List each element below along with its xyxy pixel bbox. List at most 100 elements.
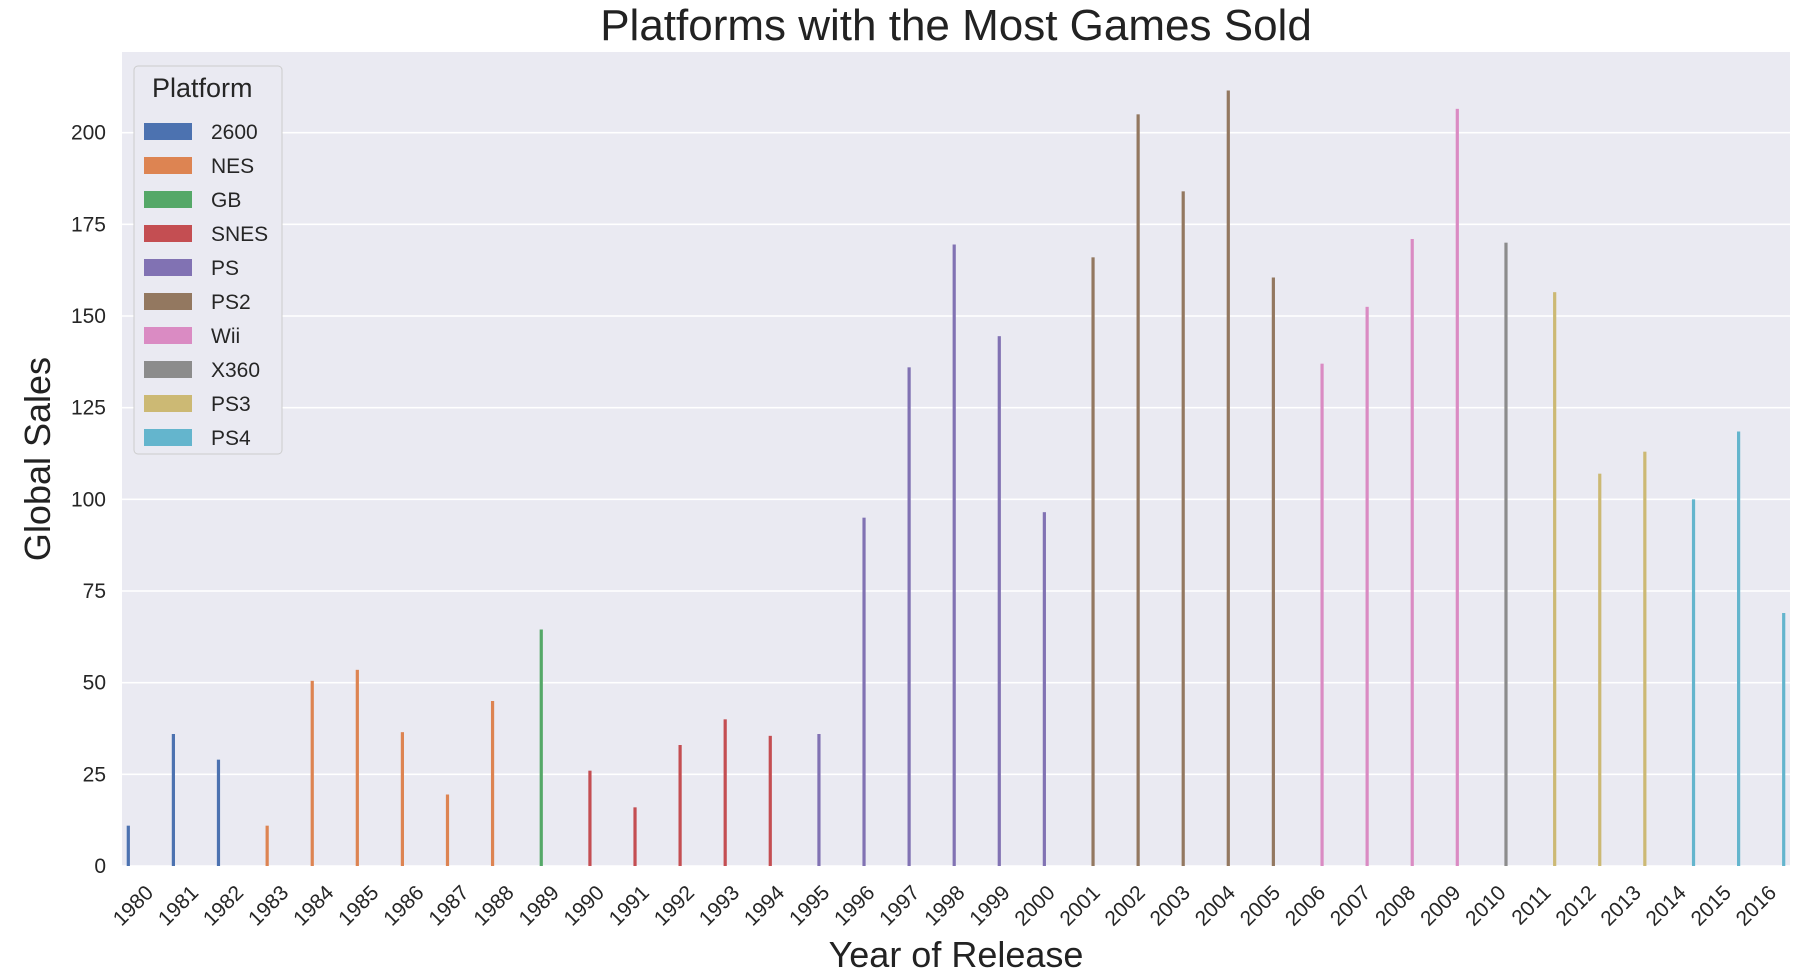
bar-2016-PS4 xyxy=(1782,613,1786,866)
x-tick-2010: 2010 xyxy=(1461,881,1510,930)
y-axis-label: Global Sales xyxy=(17,357,58,561)
legend-label-2600: 2600 xyxy=(211,121,258,144)
chart-title: Platforms with the Most Games Sold xyxy=(600,1,1312,50)
x-tick-2002: 2002 xyxy=(1101,881,1150,930)
legend-swatch-PS2 xyxy=(144,293,192,310)
bar-1987-NES xyxy=(445,794,450,866)
x-tick-labels: 1980198119821983198419851986198719881989… xyxy=(109,881,1781,931)
legend-swatch-NES xyxy=(144,157,192,174)
x-tick-1982: 1982 xyxy=(199,881,248,930)
legend-swatch-PS4 xyxy=(144,429,192,446)
y-tick-labels: 0 25 50 75 100 125 150 175 200 xyxy=(71,122,106,878)
bar-1995-PS xyxy=(817,734,821,866)
bar-2011-PS3 xyxy=(1553,292,1557,867)
legend-swatch-X360 xyxy=(144,361,192,378)
bar-1982-2600 xyxy=(216,759,221,866)
x-tick-2011: 2011 xyxy=(1507,881,1555,929)
x-tick-1998: 1998 xyxy=(920,881,969,930)
x-tick-2009: 2009 xyxy=(1416,881,1465,930)
bar-2008-Wii xyxy=(1410,239,1414,866)
legend: Platform 2600 NES GB SNES PS PS2 Wii X360 PS3 PS4 xyxy=(133,65,283,455)
x-tick-1995: 1995 xyxy=(785,881,834,930)
x-tick-1999: 1999 xyxy=(965,881,1014,930)
x-tick-2001: 2001 xyxy=(1055,881,1104,930)
x-tick-2012: 2012 xyxy=(1551,881,1600,930)
bar-1983-NES xyxy=(265,825,269,866)
bar-2005-PS2 xyxy=(1271,277,1275,866)
legend-swatch-2600 xyxy=(144,123,192,140)
x-tick-2000: 2000 xyxy=(1010,881,1059,930)
bar-2004-PS2 xyxy=(1226,90,1230,866)
x-tick-1986: 1986 xyxy=(379,881,428,930)
x-tick-1993: 1993 xyxy=(695,881,744,930)
x-tick-2006: 2006 xyxy=(1281,881,1330,930)
x-tick-1980: 1980 xyxy=(109,881,158,930)
bar-2006-Wii xyxy=(1320,363,1324,866)
x-tick-1984: 1984 xyxy=(289,881,339,931)
bar-2007-Wii xyxy=(1365,306,1369,866)
legend-swatch-GB xyxy=(144,191,192,208)
y-tick-50: 50 xyxy=(83,672,106,695)
legend-label-SNES: SNES xyxy=(211,223,268,246)
legend-label-PS3: PS3 xyxy=(211,393,251,416)
bar-2012-PS3 xyxy=(1598,473,1602,866)
y-tick-0: 0 xyxy=(94,855,106,878)
x-tick-2003: 2003 xyxy=(1146,881,1195,930)
x-tick-2008: 2008 xyxy=(1371,881,1420,930)
bar-series xyxy=(126,90,1786,867)
bar-1986-NES xyxy=(400,732,405,866)
bar-2000-PS xyxy=(1042,512,1046,866)
y-tick-100: 100 xyxy=(71,488,106,511)
bar-1997-PS xyxy=(907,367,911,866)
legend-label-GB: GB xyxy=(211,189,241,212)
x-tick-1989: 1989 xyxy=(515,881,564,930)
x-tick-1991: 1991 xyxy=(605,881,654,930)
bar-1996-PS xyxy=(862,517,866,866)
x-tick-1997: 1997 xyxy=(875,881,924,930)
bar-1994-SNES xyxy=(768,735,772,866)
bar-1989-GB xyxy=(539,629,543,866)
y-tick-150: 150 xyxy=(71,305,106,328)
bar-2014-PS4 xyxy=(1691,499,1696,866)
y-tick-125: 125 xyxy=(71,397,106,420)
x-tick-2013: 2013 xyxy=(1596,881,1645,930)
x-tick-1981: 1981 xyxy=(154,881,203,930)
bar-1988-NES xyxy=(490,701,495,866)
x-tick-2004: 2004 xyxy=(1191,881,1241,931)
x-axis-label: Year of Release xyxy=(829,934,1084,975)
legend-items: 2600 NES GB SNES PS PS2 Wii X360 PS3 PS4 xyxy=(144,121,268,450)
bar-1993-SNES xyxy=(723,719,727,866)
x-tick-2014: 2014 xyxy=(1642,881,1692,931)
bar-1992-SNES xyxy=(678,745,682,866)
bar-1980-2600 xyxy=(126,825,130,866)
legend-title: Platform xyxy=(152,73,253,103)
x-tick-1985: 1985 xyxy=(334,881,383,930)
bar-2001-PS2 xyxy=(1091,257,1095,866)
y-gridlines xyxy=(122,131,1790,867)
x-tick-1990: 1990 xyxy=(560,881,609,930)
x-tick-2016: 2016 xyxy=(1732,881,1781,930)
x-tick-2007: 2007 xyxy=(1326,881,1375,930)
bar-2015-PS4 xyxy=(1737,431,1741,866)
y-tick-200: 200 xyxy=(71,122,106,145)
bar-1985-NES xyxy=(355,669,359,866)
bar-2009-Wii xyxy=(1455,108,1459,867)
bar-1998-PS xyxy=(952,244,956,866)
legend-label-PS: PS xyxy=(211,257,239,280)
legend-label-NES: NES xyxy=(211,155,254,178)
x-tick-1983: 1983 xyxy=(244,881,293,930)
bar-1981-2600 xyxy=(171,734,175,866)
bar-1999-PS xyxy=(997,336,1001,867)
legend-label-Wii: Wii xyxy=(211,325,240,348)
plot-background xyxy=(122,52,1790,866)
x-tick-2015: 2015 xyxy=(1687,881,1736,930)
bar-2003-PS2 xyxy=(1181,191,1185,867)
x-tick-1992: 1992 xyxy=(650,881,699,930)
bar-2002-PS2 xyxy=(1136,114,1140,867)
y-tick-175: 175 xyxy=(71,213,106,236)
x-tick-1996: 1996 xyxy=(830,881,879,930)
legend-swatch-Wii xyxy=(144,327,192,344)
bar-2013-PS3 xyxy=(1643,451,1647,866)
x-tick-1994: 1994 xyxy=(740,881,790,931)
